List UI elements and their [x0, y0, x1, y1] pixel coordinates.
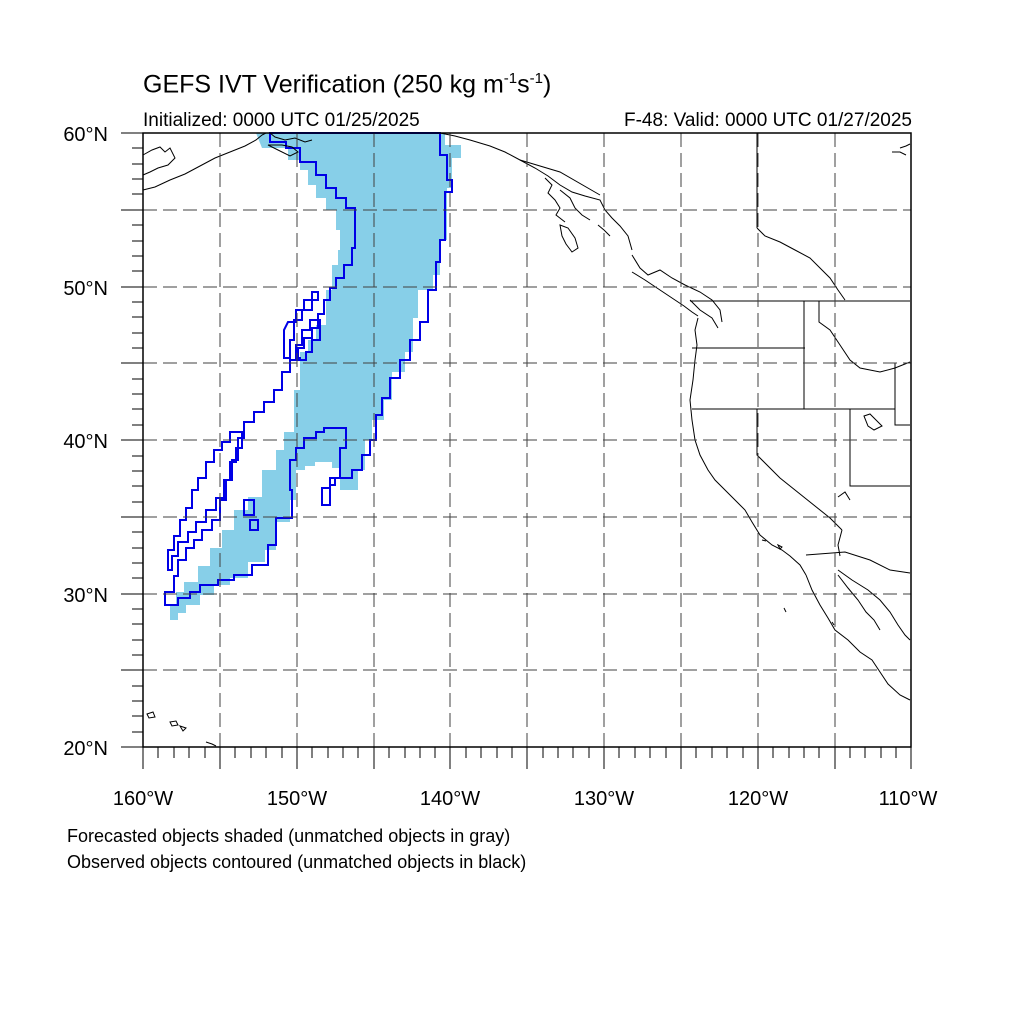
lon-label-150w: 150°W	[267, 788, 327, 810]
lat-label-60: 60°N	[63, 124, 108, 146]
init-time-label: Initialized: 0000 UTC 01/25/2025	[143, 110, 420, 131]
caption-forecast: Forecasted objects shaded (unmatched obj…	[67, 826, 511, 846]
lon-label-130w: 130°W	[574, 788, 634, 810]
map-title: GEFS IVT Verification (250 kg m-1s-1)	[143, 70, 552, 99]
lat-label-50: 50°N	[63, 278, 108, 300]
observed-ivt-contour	[164, 132, 453, 606]
lon-label-120w: 120°W	[728, 788, 788, 810]
valid-time-label: F-48: Valid: 0000 UTC 01/27/2025	[624, 110, 912, 131]
caption-observed: Observed objects contoured (unmatched ob…	[67, 852, 527, 872]
lon-labels: 160°W 150°W 140°W 130°W 120°W 110°W	[113, 788, 938, 810]
lon-label-140w: 140°W	[420, 788, 480, 810]
lon-label-110w: 110°W	[879, 788, 938, 810]
lon-label-160w: 160°W	[113, 788, 173, 810]
lat-labels: 60°N 50°N 40°N 30°N 20°N	[63, 124, 108, 760]
lat-label-40: 40°N	[63, 431, 108, 453]
lat-label-30: 30°N	[63, 585, 108, 607]
graticule	[143, 133, 911, 747]
lat-label-20: 20°N	[63, 738, 108, 760]
coastlines	[142, 132, 911, 747]
forecast-ivt-object	[170, 133, 461, 620]
axis-ticks	[121, 132, 912, 769]
political-borders	[690, 133, 911, 574]
